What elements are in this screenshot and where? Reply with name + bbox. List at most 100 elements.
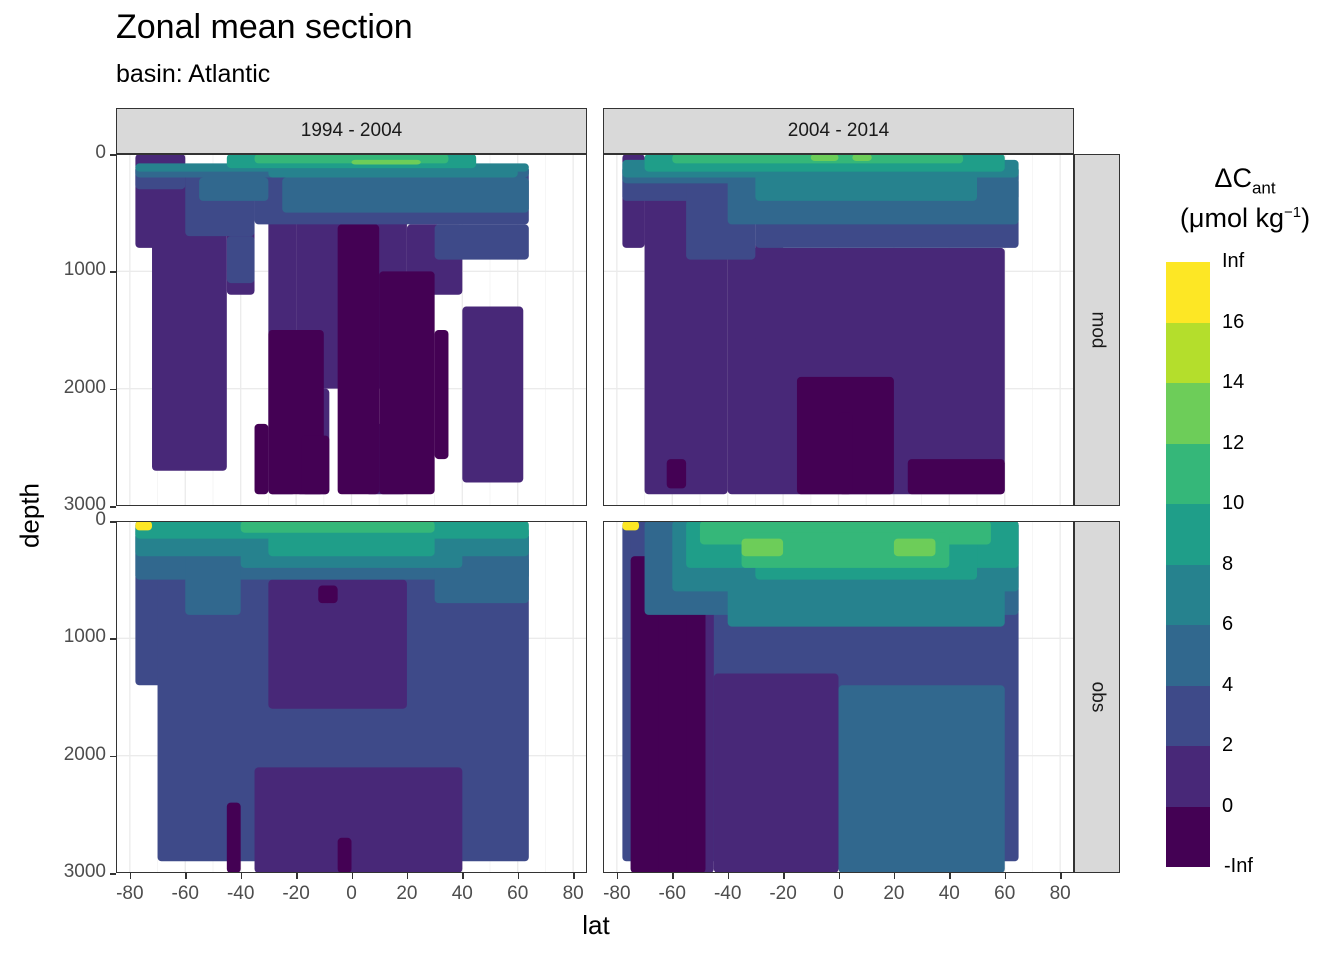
x-tick-label-c0-5: 20 xyxy=(396,883,418,904)
legend-units-post: ) xyxy=(1301,203,1311,234)
y-tick-mark-r0-0 xyxy=(110,154,116,156)
panel-mod-1-contour-level-0-2 xyxy=(666,459,687,489)
x-tick-mark-c1-1 xyxy=(672,873,674,879)
facet-strip-col-1-label: 1994 - 2004 xyxy=(300,120,403,141)
x-tick-label-c1-2: -40 xyxy=(713,883,742,904)
panel-mod-0-contour-level-1-7 xyxy=(462,306,524,483)
legend-break-label-8: 14 xyxy=(1222,371,1245,393)
legend-break-label-3: 4 xyxy=(1222,673,1234,696)
y-tick-mark-r0-3 xyxy=(110,506,116,508)
legend-swatch-8 xyxy=(1166,322,1210,383)
x-tick-label-c1-4: 0 xyxy=(833,883,844,904)
panel-mod-0-contour-level-2-3 xyxy=(226,236,255,284)
x-tick-mark-c1-2 xyxy=(727,873,730,879)
facet-strip-row-2: obs xyxy=(1074,521,1120,873)
facet-strip-row-2-label: obs xyxy=(1086,681,1108,713)
panel-obs-2-contour-level-5-1 xyxy=(268,532,435,557)
y-tick-label-r1-2: 2000 xyxy=(63,743,106,765)
panel-obs-2-contour-level-3-1 xyxy=(185,544,241,615)
panel-mod-1-contour-level-7-0 xyxy=(810,154,839,162)
facet-strip-row-1-label: mod xyxy=(1087,311,1108,349)
x-tick-mark-c1-5 xyxy=(893,873,896,879)
panel-mod-1-contour-level-0-1 xyxy=(907,459,1005,495)
legend-swatch-1 xyxy=(1166,746,1210,807)
panel-mod-0-contours xyxy=(135,154,529,495)
panel-obs-2004-plot xyxy=(603,521,1074,873)
panel-obs-1994 xyxy=(116,521,587,873)
panel-mod-0-contour-level-0-1 xyxy=(337,224,380,495)
x-tick-mark-c1-7 xyxy=(1004,873,1007,879)
panel-obs-2-contour-level-0-0 xyxy=(318,585,338,604)
x-axis-title: lat xyxy=(582,910,610,940)
x-tick-mark-c0-8 xyxy=(573,873,575,879)
panel-obs-2-contour-level-6-0 xyxy=(240,521,435,533)
y-tick-mark-r1-3 xyxy=(110,873,116,875)
x-tick-mark-c1-8 xyxy=(1060,873,1062,879)
panel-obs-3-contour-level-0-1 xyxy=(658,544,687,873)
panel-mod-1-contour-level-0-3 xyxy=(838,412,853,495)
x-tick-label-c0-7: 60 xyxy=(507,883,529,904)
x-tick-label-c1-3: -20 xyxy=(769,883,797,904)
panel-mod-1-contour-level-4-1 xyxy=(755,171,978,201)
x-tick-mark-c0-0 xyxy=(129,873,132,879)
x-tick-label-c1-5: 20 xyxy=(883,883,905,904)
facet-strip-col-2: 2004 - 2014 xyxy=(603,108,1074,154)
x-tick-label-c1-7: 60 xyxy=(994,883,1016,904)
x-tick-mark-c0-2 xyxy=(240,873,243,879)
chart-subtitle: basin: Atlantic xyxy=(116,60,271,88)
panel-obs-2-contour-level-9-0 xyxy=(135,521,153,531)
panel-mod-0-contour-level-0-3 xyxy=(434,330,449,460)
x-tick-label-c0-2: -40 xyxy=(226,883,255,904)
x-tick-label-c0-4: 0 xyxy=(346,883,357,904)
legend-break-label-9: 16 xyxy=(1222,310,1245,333)
x-tick-label-c1-0: -80 xyxy=(603,883,631,904)
y-tick-mark-r1-0 xyxy=(110,521,116,523)
panel-mod-0-contour-level-0-5 xyxy=(301,435,330,495)
legend-swatch-7 xyxy=(1166,383,1210,444)
panel-mod-0-contour-level-7-0 xyxy=(351,159,421,165)
panel-obs-2-contour-level-0-1 xyxy=(226,802,241,873)
panel-mod-1994-plot xyxy=(116,154,587,506)
x-tick-mark-c1-4 xyxy=(838,873,840,879)
x-tick-mark-c0-1 xyxy=(185,873,187,879)
panel-obs-3-contour-level-3-1 xyxy=(838,685,1005,873)
panel-obs-3-contour-level-9-0 xyxy=(622,521,640,531)
legend-title-sub: ant xyxy=(1251,178,1276,198)
y-tick-mark-r1-1 xyxy=(110,638,116,640)
x-tick-label-c0-6: 40 xyxy=(451,883,473,904)
legend-units-sup: −1 xyxy=(1283,204,1302,222)
panel-mod-0-contour-level-1-1 xyxy=(152,165,227,471)
legend-break-label-5: 8 xyxy=(1222,552,1234,575)
x-tick-mark-c0-4 xyxy=(351,873,353,879)
legend-title: ΔCant (μmol kg−1) xyxy=(1150,160,1340,237)
x-tick-label-c0-3: -20 xyxy=(282,883,310,904)
x-tick-label-c1-6: 40 xyxy=(938,883,960,904)
legend-title-line-2: (μmol kg−1) xyxy=(1150,200,1340,236)
panel-mod-2004-plot xyxy=(603,154,1074,506)
x-tick-mark-c0-6 xyxy=(462,873,464,879)
panel-mod-1-contour-level-1-3 xyxy=(755,236,784,342)
legend-swatch-2 xyxy=(1166,685,1210,746)
panel-obs-2-contours xyxy=(135,521,529,873)
legend-break-label-1: 0 xyxy=(1222,794,1234,817)
chart-title: Zonal mean section xyxy=(116,8,413,46)
panel-mod-1-contour-level-1-2 xyxy=(727,247,1005,495)
y-axis-title: depth xyxy=(14,482,45,549)
panel-mod-1994 xyxy=(116,154,587,506)
legend-break-label-6: 10 xyxy=(1222,492,1245,514)
facet-strip-col-2-label: 2004 - 2014 xyxy=(787,120,890,141)
x-tick-mark-c1-6 xyxy=(949,873,951,879)
legend-swatch-3 xyxy=(1166,625,1210,686)
x-tick-label-c0-8: 80 xyxy=(562,883,584,904)
y-tick-label-r0-0: 0 xyxy=(95,142,106,163)
x-tick-mark-c0-7 xyxy=(517,873,520,879)
panel-obs-3-contours xyxy=(622,521,1019,873)
y-tick-label-r1-1: 1000 xyxy=(63,626,106,648)
panel-obs-2-contour-level-3-2 xyxy=(434,556,529,604)
legend-swatch-0 xyxy=(1166,806,1210,867)
legend-break-label-7: 12 xyxy=(1222,431,1245,454)
y-tick-label-r1-3: 3000 xyxy=(63,861,106,882)
panel-mod-1-contour-level-7-1 xyxy=(852,154,872,162)
legend-title-main: ΔC xyxy=(1214,163,1252,193)
y-tick-label-r0-3: 3000 xyxy=(63,494,106,515)
